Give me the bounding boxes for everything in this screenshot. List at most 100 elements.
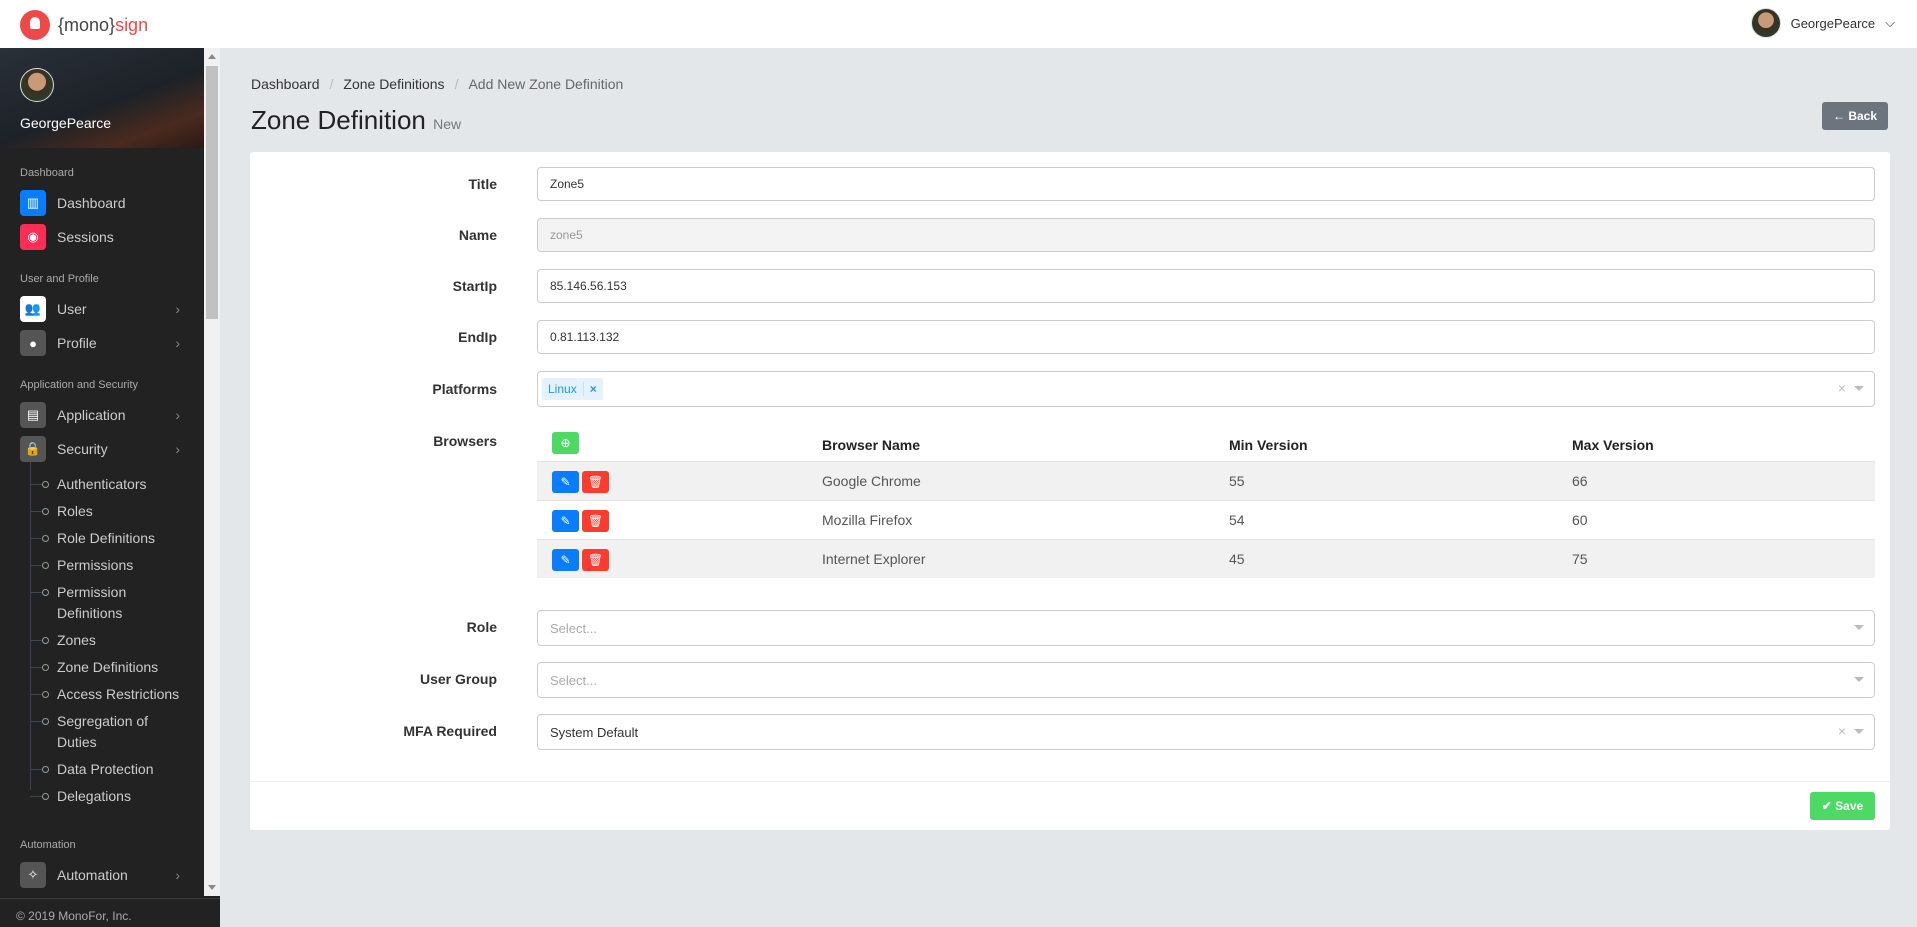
start-ip-label: StartIp [452, 278, 497, 294]
mfa-required-label: MFA Required [403, 723, 497, 739]
table-row: ✎ 🗑 Mozilla Firefox 54 60 [537, 500, 1875, 539]
person-icon: ● [20, 330, 46, 356]
sidebar-subitem-segregation-of-duties[interactable]: Segregation of Duties [30, 711, 157, 753]
tree-line [30, 462, 31, 790]
sidebar-profile: GeorgePearce [0, 48, 204, 148]
edit-button[interactable]: ✎ [552, 510, 579, 532]
chart-icon: ▥ [20, 190, 46, 216]
section-label: Automation [20, 839, 76, 851]
chevron-right-icon: › [175, 867, 180, 883]
max-version: 60 [1572, 512, 1588, 528]
section-label: User and Profile [20, 273, 99, 285]
breadcrumb: Dashboard / Zone Definitions / Add New Zone … [251, 76, 624, 92]
remove-tag-icon[interactable]: × [582, 382, 603, 396]
page-subtitle: New [433, 116, 462, 132]
min-version: 45 [1229, 551, 1245, 567]
scrollbar-thumb[interactable] [206, 66, 218, 319]
chevron-right-icon: › [175, 407, 180, 423]
magic-wand-icon: ✧ [20, 862, 46, 888]
section-label: Application and Security [20, 379, 139, 391]
end-ip-input[interactable]: 0.81.113.132 [537, 320, 1875, 354]
breadcrumb-dashboard[interactable]: Dashboard [251, 76, 320, 92]
sidebar-scrollbar[interactable] [204, 48, 220, 896]
column-header: Min Version [1229, 437, 1308, 453]
chevron-right-icon: › [175, 301, 180, 317]
dropdown-caret-icon[interactable] [1854, 729, 1864, 734]
section-label: Dashboard [20, 167, 74, 179]
user-group-select[interactable]: Select... [537, 662, 1875, 698]
role-label: Role [466, 619, 497, 635]
logo[interactable]: {mono}sign [20, 10, 148, 40]
platforms-select[interactable]: Linux × × [537, 371, 1875, 407]
table-row: ✎ 🗑 Internet Explorer 45 75 [537, 539, 1875, 578]
column-header: Max Version [1572, 437, 1654, 453]
sidebar-subitem-delegations[interactable]: Delegations [30, 786, 187, 807]
delete-button[interactable]: 🗑 [582, 510, 609, 532]
chevron-right-icon: › [175, 441, 180, 457]
add-browser-button[interactable]: ⊕ [552, 432, 579, 454]
max-version: 66 [1572, 473, 1588, 489]
avatar [1750, 8, 1781, 38]
name-input: zone5 [537, 218, 1875, 252]
sidebar-item-automation[interactable]: ✧ Automation › [20, 862, 180, 888]
browser-name: Google Chrome [822, 473, 921, 489]
platform-tag: Linux × [542, 378, 603, 400]
record-icon: ◉ [20, 224, 46, 250]
scroll-down-icon[interactable] [208, 885, 216, 890]
sidebar-subitem-permissions[interactable]: Permissions [30, 555, 187, 576]
delete-button[interactable]: 🗑 [582, 549, 609, 571]
sidebar: GeorgePearce Dashboard ▥ Dashboard ◉ Sessi… [0, 48, 220, 927]
profile-name: GeorgePearce [20, 115, 112, 131]
dropdown-caret-icon[interactable] [1854, 625, 1864, 630]
user-menu[interactable]: GeorgePearce ⌵ [1750, 8, 1895, 38]
sidebar-item-security[interactable]: 🔒 Security › [20, 436, 180, 462]
page-title: Zone Definition New [251, 105, 462, 135]
title-input[interactable]: Zone5 [537, 167, 1875, 201]
mfa-required-select[interactable]: System Default × [537, 714, 1875, 750]
zone-definition-form: Title Zone5 Name zone5 StartIp 85.146.56… [250, 152, 1890, 830]
browsers-label: Browsers [433, 433, 497, 449]
copyright: © 2019 MonoFor, Inc. [0, 898, 220, 927]
sidebar-subitem-zones[interactable]: Zones [30, 630, 187, 651]
sidebar-item-application[interactable]: ▤ Application › [20, 402, 180, 428]
user-group-label: User Group [419, 671, 497, 687]
sidebar-item-dashboard[interactable]: ▥ Dashboard [20, 190, 180, 216]
breadcrumb-zone-definitions[interactable]: Zone Definitions [343, 76, 445, 92]
sidebar-subitem-roles[interactable]: Roles [30, 501, 187, 522]
clear-icon[interactable]: × [1837, 723, 1846, 739]
sidebar-subitem-role-definitions[interactable]: Role Definitions [30, 528, 187, 549]
end-ip-label: EndIp [458, 329, 497, 345]
save-button[interactable]: ✔ Save [1810, 792, 1875, 820]
user-name: GeorgePearce [1790, 15, 1876, 31]
dropdown-caret-icon[interactable] [1854, 386, 1864, 391]
dropdown-caret-icon[interactable] [1854, 677, 1864, 682]
sidebar-item-sessions[interactable]: ◉ Sessions [20, 224, 180, 250]
sidebar-subitem-access-restrictions[interactable]: Access Restrictions [30, 684, 187, 705]
scroll-up-icon[interactable] [208, 54, 216, 59]
logo-icon [20, 10, 50, 40]
breadcrumb-current: Add New Zone Definition [468, 76, 624, 92]
chevron-right-icon: › [175, 335, 180, 351]
title-label: Title [468, 176, 497, 192]
min-version: 55 [1229, 473, 1245, 489]
sidebar-subitem-permission-definitions[interactable]: Permission Definitions [30, 582, 137, 624]
edit-button[interactable]: ✎ [552, 471, 579, 493]
cabinet-icon: ▤ [20, 402, 46, 428]
sidebar-subitem-authenticators[interactable]: Authenticators [30, 474, 187, 495]
browser-name: Internet Explorer [822, 551, 926, 567]
table-row: ✎ 🗑 Google Chrome 55 66 [537, 461, 1875, 500]
sidebar-subitem-data-protection[interactable]: Data Protection [30, 759, 187, 780]
clear-icon[interactable]: × [1837, 380, 1846, 396]
sidebar-item-user[interactable]: 👥 User › [20, 296, 180, 322]
browser-name: Mozilla Firefox [822, 512, 913, 528]
edit-button[interactable]: ✎ [552, 549, 579, 571]
top-bar: {mono}sign GeorgePearce ⌵ [0, 0, 1917, 48]
start-ip-input[interactable]: 85.146.56.153 [537, 269, 1875, 303]
divider [250, 781, 1890, 782]
max-version: 75 [1572, 551, 1588, 567]
sidebar-item-profile[interactable]: ● Profile › [20, 330, 180, 356]
role-select[interactable]: Select... [537, 610, 1875, 646]
delete-button[interactable]: 🗑 [582, 471, 609, 493]
back-button[interactable]: ← Back [1822, 102, 1888, 130]
sidebar-subitem-zone-definitions[interactable]: Zone Definitions [30, 657, 187, 678]
